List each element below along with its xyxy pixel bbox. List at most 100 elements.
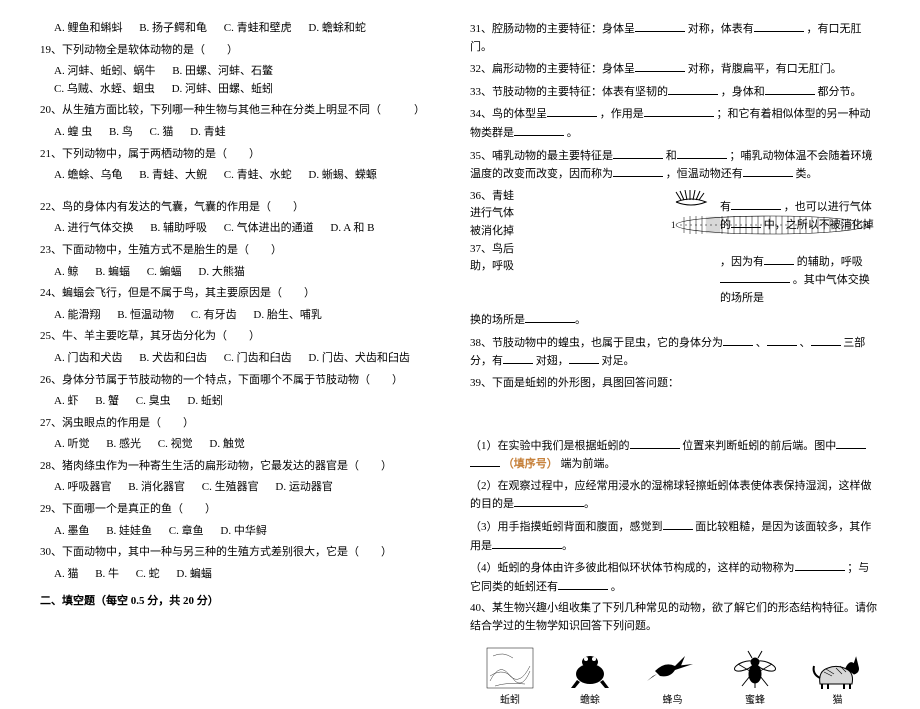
q21: 21、下列动物中，属于两栖动物的是（ ）	[40, 146, 450, 164]
opt: B. 辅助呼吸	[150, 220, 207, 238]
opt: C. 章鱼	[169, 523, 204, 541]
text: （1）在实验中我们是根据蚯蚓的	[470, 440, 630, 452]
animal-figures-row: 蚯蚓 蟾蜍 蜂鸟	[470, 646, 880, 709]
blank	[743, 165, 793, 177]
opt: D. 蝙蝠	[176, 566, 211, 584]
blank	[754, 20, 804, 32]
svg-text:1: 1	[671, 220, 676, 230]
q27: 27、涡虫眼点的作用是（ ）	[40, 415, 450, 433]
blank	[525, 311, 575, 323]
text: 换的场所是	[470, 314, 525, 326]
animal-label: 蜂鸟	[645, 693, 700, 709]
q38: 38、节肢动物中的蝗虫，也属于昆虫，它的身体分为 、 、 三部分，有 对翅， 对…	[470, 334, 880, 371]
opt: D. 蟾蜍和蛇	[308, 20, 365, 38]
blank	[635, 20, 685, 32]
blank	[558, 578, 608, 590]
q24-options: A. 能滑翔 B. 恒温动物 C. 有牙齿 D. 胎生、哺乳	[40, 307, 450, 325]
text: 的	[720, 219, 731, 231]
text: 中，之所以不被消化掉	[764, 219, 874, 231]
opt: A. 虾	[54, 393, 78, 411]
text: 对足。	[602, 355, 635, 367]
opt: C. 生殖器官	[202, 479, 259, 497]
q19: 19、下列动物全是软体动物的是（ ）	[40, 42, 450, 60]
text: 位置来判断蚯蚓的前后端。图中	[682, 440, 836, 452]
text: 和	[666, 150, 677, 162]
opt: C. 臭虫	[136, 393, 171, 411]
opt: C. 气体进出的通道	[224, 220, 314, 238]
q19-options: A. 河蚌、蚯蚓、蜗牛 B. 田螺、河蚌、石鳖 C. 乌贼、水蛭、蛔虫 D. 河…	[40, 63, 450, 98]
opt: B. 牛	[95, 566, 119, 584]
opt: B. 娃娃鱼	[106, 523, 152, 541]
text: 对称，背腹扁平，有口无肛门。	[688, 63, 842, 75]
opt: C. 视觉	[158, 436, 193, 454]
blank	[731, 216, 761, 228]
text: 32、扁形动物的主要特征：身体呈	[470, 63, 635, 75]
animal-hummingbird: 蜂鸟	[645, 646, 700, 709]
blank	[613, 165, 663, 177]
q22: 22、鸟的身体内有发达的气囊，气囊的作用是（ ）	[40, 199, 450, 217]
section-2-title: 二、填空题（每空 0.5 分，共 20 分）	[40, 593, 450, 611]
text: （3）用手指摸蚯蚓背面和腹面，感觉到	[470, 521, 663, 533]
text: 34、鸟的体型呈	[470, 108, 547, 120]
opt: D. 中华鲟	[220, 523, 266, 541]
blank	[765, 83, 815, 95]
animal-cat: 猫	[810, 646, 865, 709]
text: 被消化掉	[470, 225, 514, 237]
text: ，身体和	[721, 86, 765, 98]
animal-label: 猫	[810, 693, 865, 709]
opt: D. 河蚌、田螺、蚯蚓	[172, 81, 273, 99]
blank	[795, 559, 845, 571]
blank	[569, 352, 599, 364]
text: 36、青蛙	[470, 190, 514, 202]
q23-options: A. 鲸 B. 蝙蝠 C. 蝙蝠 D. 大熊猫	[40, 264, 450, 282]
opt: A. 门齿和犬齿	[54, 350, 122, 368]
q33: 33、节肢动物的主要特征：体表有坚韧的 ，身体和 都分节。	[470, 83, 880, 102]
q39: 39、下面是蚯蚓的外形图，具图回答问题：	[470, 375, 880, 393]
opt: A. 听觉	[54, 436, 89, 454]
q26-options: A. 虾 B. 蟹 C. 臭虫 D. 蚯蚓	[40, 393, 450, 411]
opt: A. 能滑翔	[54, 307, 100, 325]
text: 。	[567, 127, 578, 139]
opt: B. 感光	[106, 436, 141, 454]
opt: A. 呼吸器官	[54, 479, 111, 497]
text: 33、节肢动物的主要特征：体表有坚韧的	[470, 86, 668, 98]
q21-options: A. 蟾蜍、乌龟 B. 青蛙、大鲵 C. 青蛙、水蛇 D. 蜥蜴、蝾螈	[40, 167, 450, 185]
blank	[514, 495, 584, 507]
text: 的辅助，呼吸	[797, 256, 863, 268]
blank	[836, 437, 866, 449]
q22-options: A. 进行气体交换 B. 辅助呼吸 C. 气体进出的通道 D. A 和 B	[40, 220, 450, 238]
opt: B. 蝙蝠	[95, 264, 130, 282]
blank	[613, 147, 663, 159]
text: 类。	[796, 168, 818, 180]
opt: D. 蚯蚓	[187, 393, 222, 411]
opt: C. 蝙蝠	[147, 264, 182, 282]
q40: 40、某生物兴趣小组收集了下列几种常见的动物，欲了解它们的形态结构特征。请你结合…	[470, 600, 880, 635]
text: 31、腔肠动物的主要特征：身体呈	[470, 23, 635, 35]
blank	[720, 271, 790, 283]
text: ，因为有	[720, 256, 764, 268]
opt: A. 蟾蜍、乌龟	[54, 167, 122, 185]
text: 助，呼吸	[470, 260, 514, 272]
q35: 35、哺乳动物的最主要特征是 和 ；哺乳动物体温不会随着环境温度的改变而改变，因…	[470, 147, 880, 184]
hummingbird-icon	[645, 646, 700, 691]
text: 。	[575, 314, 586, 326]
text: 有	[720, 201, 731, 213]
opt: C. 青蛙、水蛇	[224, 167, 292, 185]
opt: D. A 和 B	[330, 220, 374, 238]
q28-options: A. 呼吸器官 B. 消化器官 C. 生殖器官 D. 运动器官	[40, 479, 450, 497]
opt: B. 消化器官	[128, 479, 185, 497]
blank	[811, 334, 841, 346]
blank	[492, 537, 562, 549]
text: 端为前端。	[561, 458, 616, 470]
text: 对称，体表有	[688, 23, 754, 35]
q37-tail: 换的场所是 。	[470, 311, 880, 330]
blank	[514, 124, 564, 136]
blank	[723, 334, 753, 346]
text: 37、鸟后	[470, 243, 514, 255]
blank	[503, 352, 533, 364]
opt: C. 蛇	[136, 566, 160, 584]
q25-options: A. 门齿和犬齿 B. 犬齿和臼齿 C. 门齿和臼齿 D. 门齿、犬齿和臼齿	[40, 350, 450, 368]
blank	[668, 83, 718, 95]
q29-options: A. 墨鱼 B. 娃娃鱼 C. 章鱼 D. 中华鲟	[40, 523, 450, 541]
text: 对翅，	[536, 355, 569, 367]
